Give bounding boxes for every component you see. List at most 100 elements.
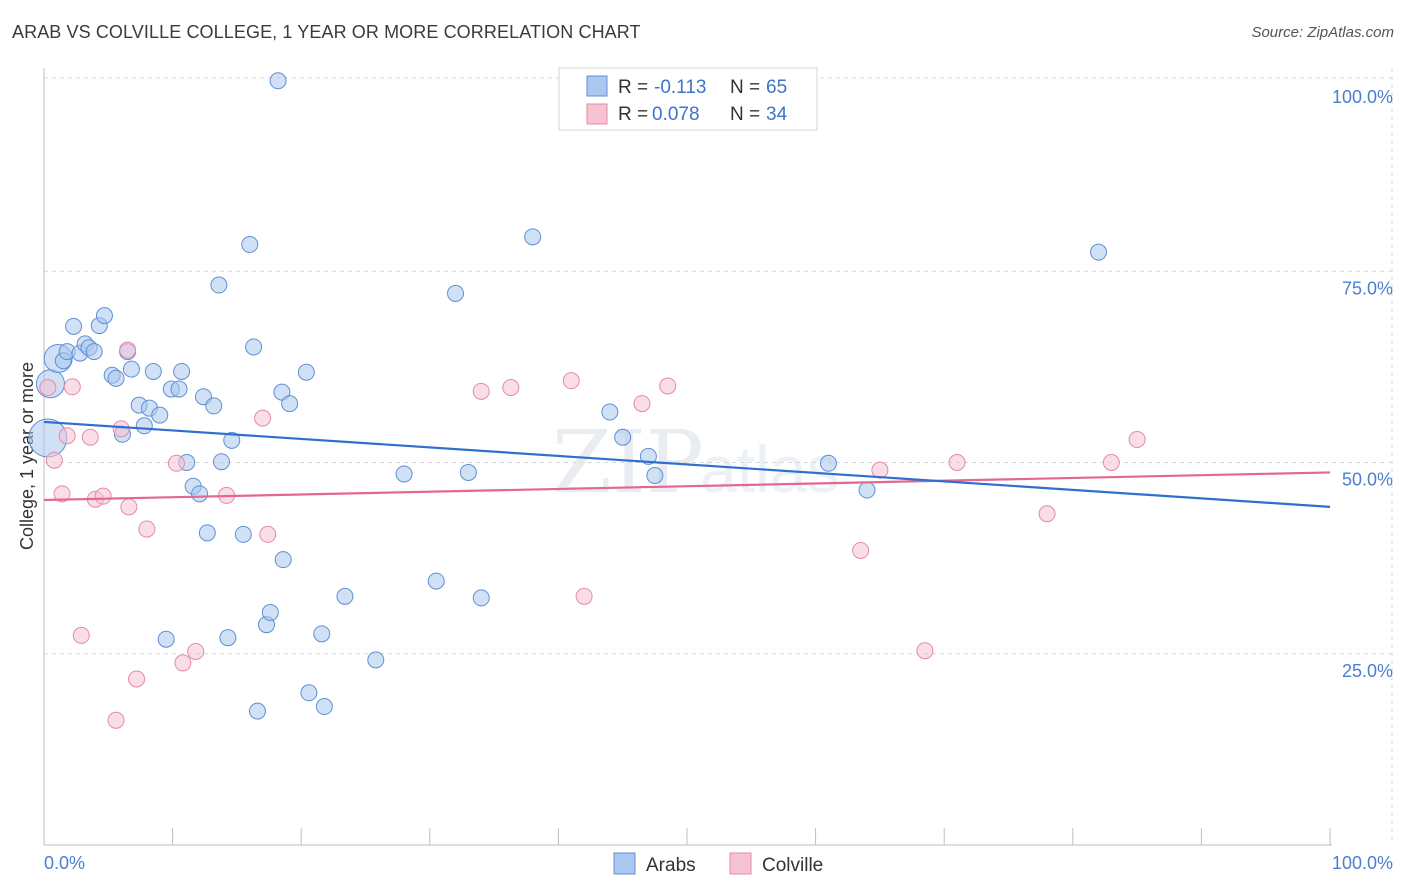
legend-n-label-arabs: N = bbox=[730, 77, 760, 98]
legend-r-value-colville: 0.078 bbox=[652, 104, 700, 125]
arabs-point-20 bbox=[144, 362, 162, 380]
arabs-point-51 bbox=[367, 651, 385, 669]
x-axis-ticks bbox=[43, 828, 1331, 845]
arabs-point-16 bbox=[122, 360, 140, 378]
y-axis-label: College, 1 year or more bbox=[17, 362, 37, 550]
colville-point-24 bbox=[575, 587, 593, 605]
y-tick-label-25: 25.0% bbox=[1342, 661, 1393, 681]
arabs-trend-line bbox=[43, 420, 1331, 508]
colville-point-27 bbox=[852, 541, 870, 559]
arabs-point-60 bbox=[639, 447, 657, 465]
arabs-point-38 bbox=[245, 338, 263, 356]
arabs-point-56 bbox=[472, 589, 490, 607]
arabs-point-46 bbox=[297, 363, 315, 381]
colville-point-23 bbox=[562, 372, 580, 390]
bottom-legend-label-arabs: Arabs bbox=[646, 855, 696, 876]
arabs-point-42 bbox=[269, 72, 287, 90]
colville-point-8 bbox=[94, 487, 112, 505]
arabs-point-63 bbox=[858, 481, 876, 499]
arabs-point-28 bbox=[191, 485, 209, 503]
series-arabs bbox=[28, 72, 1108, 720]
colville-point-13 bbox=[128, 670, 146, 688]
arabs-point-33 bbox=[212, 453, 230, 471]
arabs-point-55 bbox=[459, 463, 477, 481]
arabs-point-54 bbox=[447, 284, 465, 302]
arabs-point-32 bbox=[210, 276, 228, 294]
colville-point-20 bbox=[259, 525, 277, 543]
legend-r-label-colville: R = bbox=[618, 104, 648, 125]
watermark: ZIP atlas bbox=[552, 413, 839, 513]
arabs-point-13 bbox=[107, 369, 125, 387]
source-credit: Source: ZipAtlas.com bbox=[1251, 24, 1394, 41]
arabs-point-53 bbox=[427, 572, 445, 590]
colville-point-10 bbox=[112, 420, 130, 438]
arabs-point-62 bbox=[819, 454, 837, 472]
arabs-point-39 bbox=[248, 702, 266, 720]
colville-point-25 bbox=[633, 395, 651, 413]
arabs-point-22 bbox=[157, 630, 175, 648]
trend-lines bbox=[43, 420, 1331, 508]
colville-point-2 bbox=[53, 485, 71, 503]
colville-point-29 bbox=[916, 642, 934, 660]
arabs-point-9 bbox=[85, 343, 103, 361]
colville-point-31 bbox=[1038, 505, 1056, 523]
bottom-legend-label-colville: Colville bbox=[762, 855, 823, 876]
colville-point-1 bbox=[45, 451, 63, 469]
arabs-point-5 bbox=[65, 317, 83, 335]
legend-r-label-arabs: R = bbox=[618, 77, 648, 98]
colville-point-0 bbox=[39, 379, 57, 397]
colville-point-4 bbox=[63, 378, 81, 396]
arabs-point-44 bbox=[274, 551, 292, 569]
colville-point-19 bbox=[254, 409, 272, 427]
y-tick-label-50: 50.0% bbox=[1342, 470, 1393, 490]
x-tick-label-min: 0.0% bbox=[44, 853, 85, 873]
colville-point-17 bbox=[187, 642, 205, 660]
chart-title: ARAB VS COLVILLE COLLEGE, 1 YEAR OR MORE… bbox=[12, 22, 641, 42]
arabs-point-25 bbox=[173, 362, 191, 380]
legend-n-value-colville: 34 bbox=[766, 104, 788, 125]
arabs-point-45 bbox=[281, 395, 299, 413]
colville-point-16 bbox=[174, 654, 192, 672]
colville-point-5 bbox=[72, 626, 90, 644]
x-tick-label-max: 100.0% bbox=[1332, 853, 1393, 873]
arabs-point-41 bbox=[261, 603, 279, 621]
colville-point-14 bbox=[138, 520, 156, 538]
arabs-point-18 bbox=[135, 417, 153, 435]
colville-point-22 bbox=[502, 379, 520, 397]
colville-point-3 bbox=[58, 427, 76, 445]
arabs-point-48 bbox=[313, 625, 331, 643]
arabs-point-34 bbox=[219, 629, 237, 647]
legend-n-value-arabs: 65 bbox=[766, 77, 787, 98]
legend-swatch-arabs bbox=[586, 75, 608, 97]
y-tick-labels: 100.0% 75.0% 50.0% 25.0% bbox=[1332, 87, 1393, 681]
colville-point-6 bbox=[81, 428, 99, 446]
y-tick-label-100: 100.0% bbox=[1332, 87, 1393, 107]
arabs-point-30 bbox=[198, 524, 216, 542]
y-tick-label-75: 75.0% bbox=[1342, 278, 1393, 298]
arabs-point-47 bbox=[300, 684, 318, 702]
legend-r-value-arabs: -0.113 bbox=[654, 77, 706, 98]
legend-n-label-colville: N = bbox=[730, 104, 760, 125]
arabs-point-50 bbox=[336, 587, 354, 605]
colville-point-12 bbox=[120, 498, 138, 516]
colville-point-15 bbox=[167, 454, 185, 472]
arabs-point-35 bbox=[223, 431, 241, 449]
stats-legend: R = -0.113 N = 65 R = 0.078 N = 34 bbox=[558, 67, 818, 131]
arabs-point-31 bbox=[205, 397, 223, 415]
arabs-point-36 bbox=[234, 525, 252, 543]
arabs-point-52 bbox=[395, 465, 413, 483]
arabs-point-58 bbox=[601, 403, 619, 421]
colville-point-32 bbox=[1102, 454, 1120, 471]
colville-point-33 bbox=[1128, 431, 1146, 449]
arabs-point-37 bbox=[241, 235, 259, 253]
colville-point-21 bbox=[472, 382, 490, 400]
arabs-point-59 bbox=[614, 428, 632, 446]
arabs-point-11 bbox=[95, 307, 113, 325]
series-legend: Arabs Colville bbox=[613, 852, 823, 876]
colville-point-30 bbox=[948, 454, 966, 471]
colville-trend-line bbox=[43, 471, 1331, 502]
arabs-point-24 bbox=[170, 380, 188, 398]
bottom-legend-swatch-arabs bbox=[613, 852, 636, 875]
arabs-point-61 bbox=[646, 467, 664, 485]
